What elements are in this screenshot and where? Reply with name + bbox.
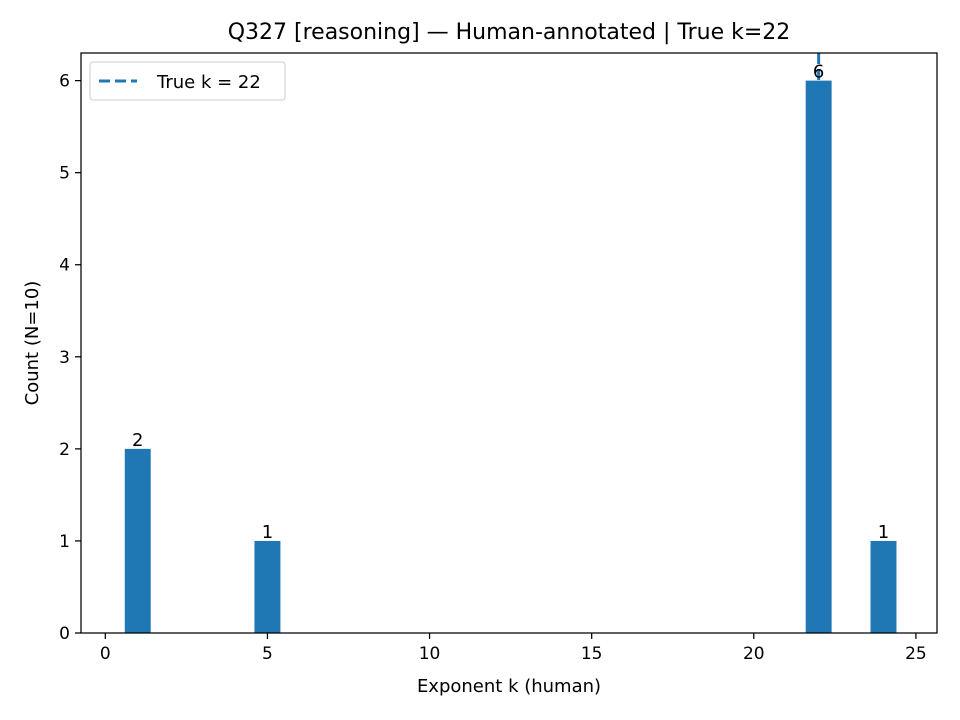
x-tick-label: 10 xyxy=(419,644,441,664)
plot-frame xyxy=(80,52,938,634)
legend-entry-true-k: True k = 22 xyxy=(156,72,261,93)
y-tick-label: 5 xyxy=(59,164,70,184)
legend[interactable]: True k = 22 xyxy=(89,61,286,101)
bar-value-label-k-1: 2 xyxy=(132,430,143,451)
y-tick-label: 0 xyxy=(59,624,70,644)
x-tick-label: 20 xyxy=(743,644,765,664)
y-tick-label: 4 xyxy=(59,256,70,276)
bar-value-label-k-22: 6 xyxy=(813,62,824,83)
y-tick-label: 3 xyxy=(59,348,70,368)
data-labels-layer: 2 1 6 1 xyxy=(132,62,889,543)
bar-k-5 xyxy=(254,540,281,633)
y-tick-label: 6 xyxy=(59,72,70,92)
y-tick-label: 1 xyxy=(59,532,70,552)
y-axis-label: Count (N=10) xyxy=(22,281,43,406)
x-tick-label: 0 xyxy=(100,644,111,664)
bar-value-label-k-5: 1 xyxy=(262,522,273,543)
legend-box xyxy=(89,61,286,101)
x-tick-label: 25 xyxy=(905,644,927,664)
x-axis-label: Exponent k (human) xyxy=(417,676,601,697)
bar-value-label-k-24: 1 xyxy=(878,522,889,543)
bars-layer xyxy=(124,80,897,634)
y-axis-ticks: 0 1 2 3 4 5 6 xyxy=(59,72,81,644)
bar-k-1 xyxy=(124,448,151,633)
x-axis-ticks: 0 5 10 15 20 25 xyxy=(100,633,927,664)
y-tick-label: 2 xyxy=(59,440,70,460)
bar-k-24 xyxy=(870,540,897,633)
chart-title: Q327 [reasoning] — Human-annotated | Tru… xyxy=(228,20,791,45)
x-tick-label: 15 xyxy=(581,644,603,664)
x-tick-label: 5 xyxy=(262,644,273,664)
